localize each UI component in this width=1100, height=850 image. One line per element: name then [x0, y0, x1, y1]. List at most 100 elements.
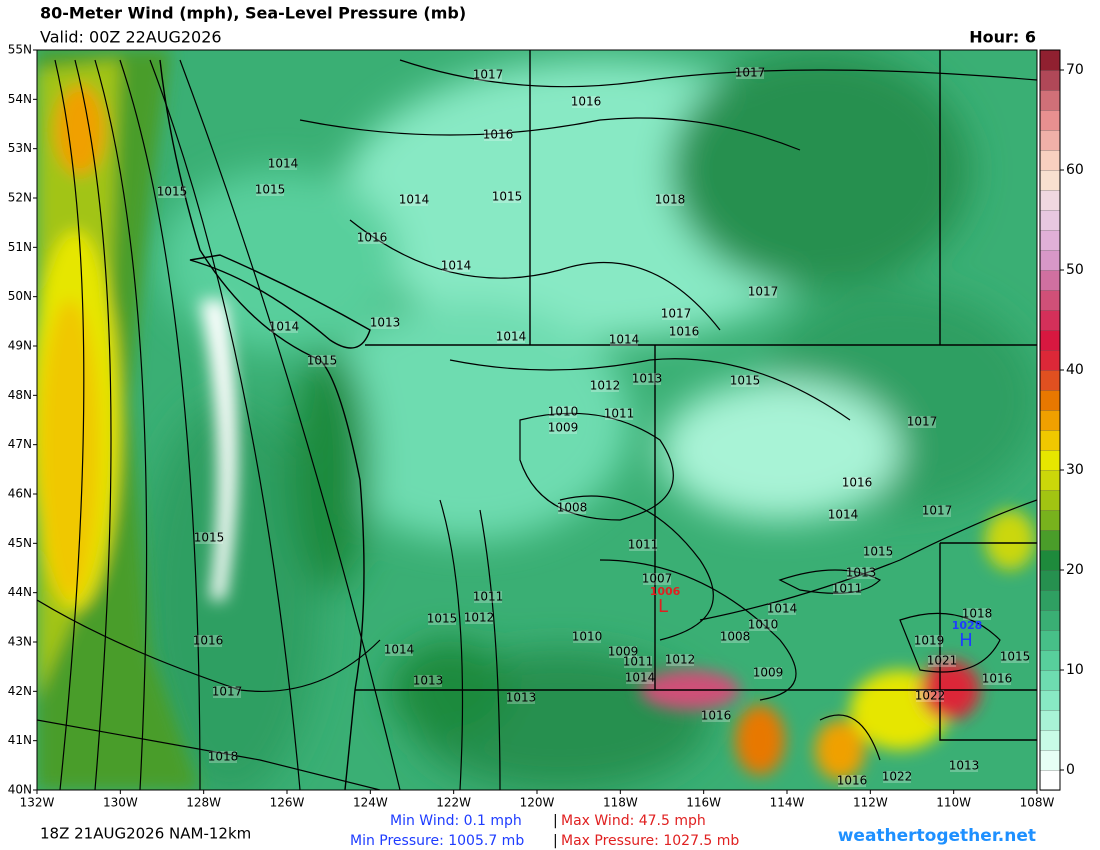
lon-label: 112W [853, 796, 888, 810]
colorbar-band [1039, 409, 1061, 431]
lon-label: 108W [1020, 796, 1055, 810]
isobar-label: 1007 [642, 572, 673, 586]
isobar-label: 1013 [506, 691, 537, 705]
isobar-label: 1015 [427, 612, 458, 626]
model-run: 18Z 21AUG2026 NAM-12km [40, 825, 251, 843]
isobar-label-bg [270, 321, 298, 333]
colorbar-tick-label: 60 [1066, 162, 1084, 178]
isobar-label: 1017 [661, 307, 692, 321]
lon-label: 120W [520, 796, 555, 810]
isobar-label: 1013 [370, 316, 401, 330]
isobar-label-bg [656, 194, 684, 206]
isobar-label-bg [670, 326, 698, 338]
isobar-label: 1009 [548, 421, 579, 435]
colorbar-band [1039, 349, 1061, 371]
colorbar-band [1039, 689, 1061, 711]
isobar-label-bg [158, 186, 186, 198]
isobar-label: 1022 [882, 770, 913, 784]
isobar-label-bg [702, 710, 730, 722]
isobar-label: 1016 [357, 231, 388, 245]
lat-label: 42N [8, 684, 32, 698]
isobar-label-bg [414, 675, 442, 687]
isobar-label: 1010 [548, 405, 579, 419]
isobar-label: 1014 [441, 259, 472, 273]
separator: | [553, 833, 558, 849]
isobar-label: 1016 [842, 476, 873, 490]
isobar-label: 1017 [907, 415, 938, 429]
isobar-label: 1022 [915, 689, 946, 703]
isobar-label-bg [838, 775, 866, 787]
colorbar-band [1039, 449, 1061, 471]
isobar-label-bg [358, 232, 386, 244]
isobar-label: 1014 [384, 643, 415, 657]
colorbar-tick-label: 40 [1066, 362, 1084, 378]
isobar-label-bg [754, 667, 782, 679]
lat-label: 54N [8, 92, 32, 106]
isobar-label-bg [428, 613, 456, 625]
isobar-label-bg [605, 408, 633, 420]
isobar-label-bg [963, 608, 991, 620]
isobar-label-bg [497, 331, 525, 343]
isobar-label-bg [843, 477, 871, 489]
separator: | [553, 813, 558, 829]
isobar-label: 1016 [669, 325, 700, 339]
colorbar-frame [1039, 49, 1061, 791]
isobar-label-bg [662, 308, 690, 320]
dynamic-layer: 55N 54N 53N 52N 51N 50N 49N 48N 47N 46N 45N 44N 43N 4… [8, 43, 1084, 810]
isobar-label-bg [573, 631, 601, 643]
isobar-label-bg [507, 692, 535, 704]
lon-label: 118W [603, 796, 638, 810]
colorbar-band [1039, 89, 1061, 111]
colorbar-band [1039, 529, 1061, 551]
colorbar-band [1039, 149, 1061, 171]
isobar-label: 1009 [608, 645, 639, 659]
isobar-label: 1013 [846, 566, 877, 580]
isobar-label-bg [983, 673, 1011, 685]
colorbar-band [1039, 269, 1061, 291]
isobar-label-bg [474, 69, 502, 81]
colorbar-band [1039, 569, 1061, 591]
valid-time: Valid: 00Z 22AUG2026 [40, 28, 222, 47]
isobar-label-bg [643, 573, 671, 585]
lon-label: 124W [353, 796, 388, 810]
lon-label: 132W [20, 796, 55, 810]
isobar-label: 1015 [730, 374, 761, 388]
isobar-label-bg [629, 539, 657, 551]
isobar-label: 1011 [628, 538, 659, 552]
isobar-label-bg [209, 751, 237, 763]
colorbar-band [1039, 729, 1061, 751]
coastlines-borders [159, 50, 1037, 790]
colorbar-band [1039, 589, 1061, 611]
isobar-label: 1014 [268, 157, 299, 171]
colorbar-band [1039, 229, 1061, 251]
colorbar-band [1039, 289, 1061, 311]
colorbar-band [1039, 609, 1061, 631]
colorbar-tick-label: 20 [1066, 562, 1084, 578]
lat-label: 43N [8, 635, 32, 649]
isobar-label-bg [194, 635, 222, 647]
isobar-label-bg [558, 502, 586, 514]
colorbar-band [1039, 249, 1061, 271]
colorbar-band [1039, 49, 1061, 71]
isobar-label-bg [269, 158, 297, 170]
isobar-label: 1012 [464, 611, 495, 625]
colorbar-band [1039, 209, 1061, 231]
isobar-label: 1014 [625, 671, 656, 685]
colorbar-band [1039, 69, 1061, 91]
isobar-label: 1019 [914, 634, 945, 648]
site-name[interactable]: weathertogether.net [838, 826, 1036, 846]
colorbar-band [1039, 469, 1061, 491]
isobar-label: 1016 [193, 634, 224, 648]
isobar-label: 1015 [863, 545, 894, 559]
isobar-label: 1013 [632, 372, 663, 386]
colorbar-band [1039, 189, 1061, 211]
isobar-label: 1015 [194, 531, 225, 545]
isobar-label-bg [385, 644, 413, 656]
isobar-label: 1011 [623, 655, 654, 669]
isobar-label-bg [721, 631, 749, 643]
lat-label: 52N [8, 191, 32, 205]
lat-label: 47N [8, 437, 32, 451]
isobar-label: 1008 [557, 501, 588, 515]
